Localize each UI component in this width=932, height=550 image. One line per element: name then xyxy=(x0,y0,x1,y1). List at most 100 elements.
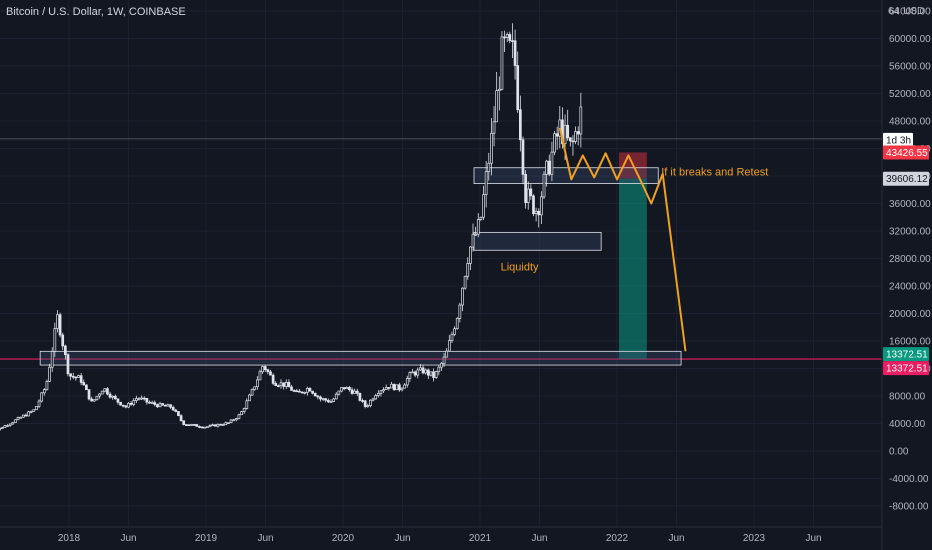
candle-body xyxy=(524,174,527,203)
y-tick-label: 28000.00 xyxy=(889,254,931,265)
candle-body xyxy=(190,424,193,426)
candle-body xyxy=(69,373,72,377)
candle-body xyxy=(50,351,54,368)
candle-body xyxy=(100,390,104,395)
candle-body xyxy=(295,390,299,393)
candle-body xyxy=(434,371,438,378)
candle-body xyxy=(566,124,570,139)
liquidity-label: Liquidty xyxy=(501,261,539,273)
candle-body xyxy=(387,387,391,389)
candle-body xyxy=(242,408,246,412)
currency-label[interactable]: USD xyxy=(903,6,925,17)
candle-body xyxy=(229,419,233,424)
candle-body xyxy=(111,395,115,398)
support-price-label[interactable]: 13372.51 xyxy=(883,361,929,376)
y-tick-label: 48000.00 xyxy=(889,117,931,128)
candle-body xyxy=(92,399,96,402)
candle-body xyxy=(274,383,278,386)
candle-body xyxy=(32,409,36,412)
stop-price-label-bg xyxy=(883,145,929,160)
candle-body xyxy=(458,304,462,319)
candle-body xyxy=(6,425,9,427)
candle-body xyxy=(174,409,178,412)
x-tick-label: 2023 xyxy=(743,533,766,544)
candle-body xyxy=(429,371,433,376)
candle-body xyxy=(355,390,359,394)
candles xyxy=(0,23,583,431)
x-tick-label: Jun xyxy=(394,533,410,544)
candle-body xyxy=(232,419,236,422)
take-profit-zone[interactable] xyxy=(619,178,647,360)
candle-body xyxy=(316,395,320,398)
candle-body xyxy=(221,424,225,427)
candle-body xyxy=(8,423,12,426)
candle-body xyxy=(156,404,159,408)
candle-body xyxy=(140,397,143,400)
candle-body xyxy=(450,334,454,341)
projection-layer: If it breaks and Retest xyxy=(558,127,768,352)
candle-body xyxy=(150,402,154,404)
candle-body xyxy=(27,411,30,417)
candle-body xyxy=(542,173,546,198)
countdown-label[interactable]: 1d 3h xyxy=(883,132,913,147)
resistance-zone[interactable] xyxy=(473,167,659,184)
candle-body xyxy=(177,411,180,417)
candle-body xyxy=(321,398,325,401)
projection-path[interactable] xyxy=(558,127,687,352)
candle-body xyxy=(284,382,288,387)
candle-body xyxy=(132,400,136,405)
candle-body xyxy=(129,402,133,405)
candle-body xyxy=(153,402,157,405)
price-axis[interactable]: 64000.00 60000.00 56000.00 52000.00 48000.00… xyxy=(881,0,931,550)
candle-body xyxy=(324,398,328,401)
x-tick-label: Jun xyxy=(668,533,684,544)
candle-body xyxy=(77,375,80,378)
candle-body xyxy=(255,379,259,388)
symbol-title[interactable]: Bitcoin / U.S. Dollar, 1W, COINBASE xyxy=(6,6,186,18)
candle-body xyxy=(369,399,372,407)
time-axis[interactable]: 2018 Jun 2019 Jun 2020 Jun 2021 Jun 2022 Jun 2023 J… xyxy=(0,526,882,544)
candle-body xyxy=(392,383,396,391)
x-tick-label: 2021 xyxy=(469,533,492,544)
candle-body xyxy=(437,366,441,372)
support-price-label-text: 13372.51 xyxy=(886,364,928,375)
candle-body xyxy=(48,366,51,382)
target-price-label[interactable]: 13372.51 xyxy=(883,347,929,362)
candle-body xyxy=(503,36,506,39)
candle-body xyxy=(500,36,504,90)
candle-body xyxy=(82,382,86,386)
candle-body xyxy=(579,106,583,135)
candle-body xyxy=(563,124,567,145)
candle-body xyxy=(303,392,307,394)
candle-body xyxy=(529,188,533,197)
candle-body xyxy=(476,219,480,235)
x-tick-label: Jun xyxy=(120,533,136,544)
candle-body xyxy=(513,40,517,66)
candle-body xyxy=(198,426,201,428)
candle-body xyxy=(376,393,380,396)
stop-price-label[interactable]: 43426.55 xyxy=(883,145,929,160)
candle-body xyxy=(537,210,541,216)
candle-body xyxy=(29,410,33,413)
candle-body xyxy=(95,395,99,401)
candle-body xyxy=(555,133,559,137)
entry-price-label[interactable]: 39606.12 xyxy=(883,171,929,186)
candle-body xyxy=(400,387,404,391)
scale-mode-label[interactable]: 64 xyxy=(888,6,900,17)
candle-body xyxy=(432,371,435,378)
x-tick-label: Jun xyxy=(805,533,821,544)
candle-body xyxy=(521,139,525,175)
candle-body xyxy=(127,402,130,408)
grid-lines xyxy=(0,0,882,527)
candle-body xyxy=(545,160,548,175)
x-tick-label: 2022 xyxy=(606,533,629,544)
countdown-label-text: 1d 3h xyxy=(886,135,911,146)
candle-body xyxy=(21,414,25,418)
liquidity-zone[interactable] xyxy=(473,231,602,251)
support-zone[interactable] xyxy=(39,350,682,366)
candle-body xyxy=(540,196,543,216)
candle-body xyxy=(71,375,75,378)
candle-body xyxy=(0,427,4,430)
candle-body xyxy=(424,369,428,374)
